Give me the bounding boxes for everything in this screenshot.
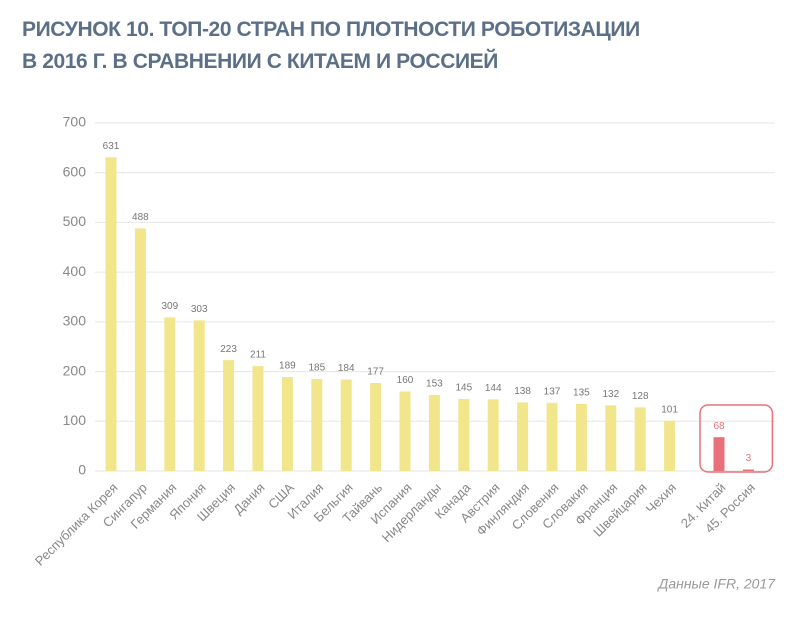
bar (742, 469, 754, 471)
source-note: Данные IFR, 2017 (656, 576, 776, 592)
value-label: 309 (161, 301, 178, 312)
value-label: 223 (220, 344, 237, 355)
value-label: 303 (191, 304, 208, 315)
value-label: 144 (485, 383, 502, 394)
y-tick-label: 700 (63, 114, 87, 130)
bar (105, 157, 117, 471)
bar (546, 402, 558, 471)
bar (223, 360, 235, 471)
value-label: 101 (661, 404, 678, 415)
value-label: 185 (308, 363, 325, 374)
bar (487, 399, 499, 471)
bar (340, 379, 352, 471)
bar (281, 377, 293, 471)
y-tick-label: 400 (63, 263, 87, 279)
x-tick-label: Чехия (643, 480, 679, 516)
bar (428, 394, 440, 471)
value-label: 189 (279, 361, 296, 372)
bar (664, 420, 676, 471)
bar (605, 405, 617, 471)
y-tick-label: 200 (63, 362, 87, 378)
value-label: 184 (338, 363, 355, 374)
bar (252, 366, 264, 471)
bar (713, 437, 725, 471)
chart-title: В 2016 Г. В СРАВНЕНИИ С КИТАЕМ И РОССИЕЙ (22, 50, 498, 73)
value-label: 132 (602, 389, 619, 400)
bar (164, 317, 176, 471)
chart-title: РИСУНОК 10. ТОП-20 СТРАН ПО ПЛОТНОСТИ РО… (22, 18, 640, 41)
bar (634, 407, 646, 471)
bar (399, 391, 411, 471)
value-label: 631 (103, 141, 120, 152)
bar (134, 228, 146, 471)
value-label: 160 (397, 375, 414, 386)
value-label: 68 (713, 421, 725, 432)
value-label: 3 (746, 453, 752, 464)
bar (370, 383, 382, 471)
value-label: 488 (132, 212, 149, 223)
y-tick-label: 100 (63, 412, 87, 428)
y-tick-label: 600 (63, 163, 87, 179)
bar (193, 320, 205, 471)
value-label: 138 (514, 386, 531, 397)
value-label: 135 (573, 388, 590, 399)
y-tick-label: 500 (63, 213, 87, 229)
value-label: 137 (544, 387, 561, 398)
value-label: 211 (250, 350, 266, 361)
x-tick-label: Дания (230, 480, 267, 517)
highlight-box (699, 404, 774, 473)
y-tick-label: 0 (78, 462, 86, 478)
bar (575, 403, 587, 471)
bar (517, 402, 529, 471)
bar (458, 398, 470, 471)
y-tick-label: 300 (63, 313, 87, 329)
value-label: 128 (632, 391, 649, 402)
value-label: 153 (426, 379, 443, 390)
bar (311, 379, 323, 471)
value-label: 145 (455, 383, 472, 394)
value-label: 177 (367, 367, 384, 378)
